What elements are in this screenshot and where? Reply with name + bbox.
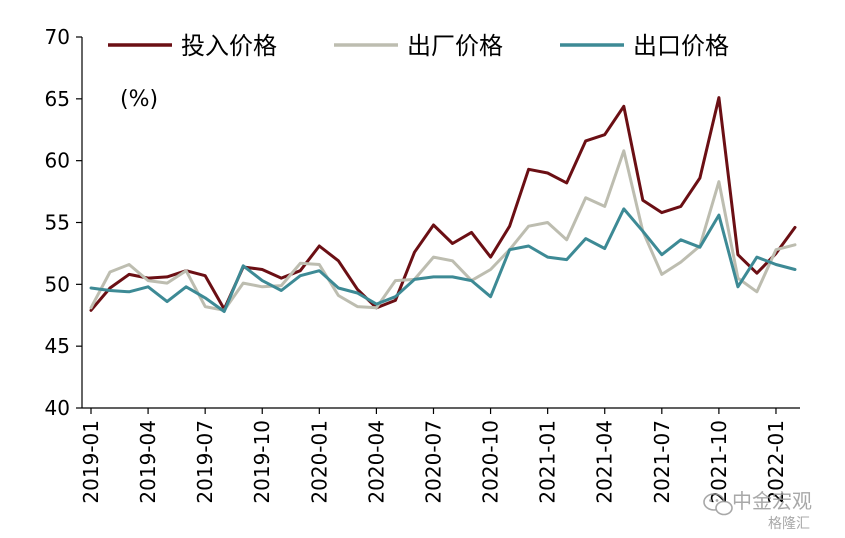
- x-ticks: 2019-01 2019-04 2019-07 2019-10 2020-01 2020-…: [79, 408, 788, 504]
- x-tick-label: 2020-07: [421, 420, 445, 504]
- x-tick-label: 2019-01: [79, 420, 103, 504]
- legend-label-3: 出口价格: [633, 32, 729, 60]
- legend-label-1: 投入价格: [181, 32, 277, 60]
- y-tick-label: 60: [45, 149, 70, 173]
- x-tick-label: 2020-10: [479, 420, 503, 504]
- y-tick-label: 40: [45, 396, 70, 420]
- series-line-2: [89, 149, 797, 312]
- x-tick-label: 2019-04: [136, 420, 160, 504]
- x-tick-label: 2021-07: [650, 420, 674, 504]
- unit-label: (%): [120, 87, 158, 112]
- legend-label-2: 出厂价格: [407, 32, 503, 60]
- y-tick-label: 65: [45, 87, 70, 111]
- x-tick-label: 2019-10: [250, 420, 274, 504]
- x-tick-label: 2021-01: [536, 420, 560, 504]
- x-tick-label: 2021-10: [707, 420, 731, 504]
- x-tick-label: 2020-04: [364, 420, 388, 504]
- legend: 投入价格 出厂价格 出口价格: [108, 32, 729, 60]
- watermark: 中金宏观 格隆汇: [703, 489, 812, 532]
- y-tick-label: 70: [45, 25, 70, 49]
- x-tick-label: 2021-04: [593, 420, 617, 504]
- watermark-text: 中金宏观: [732, 489, 812, 513]
- series-line-1: [89, 96, 797, 312]
- wechat-icon: [703, 493, 733, 516]
- watermark-sub-text: 格隆汇: [768, 516, 810, 532]
- y-tick-label: 45: [45, 334, 70, 358]
- x-tick-label: 2020-01: [307, 420, 331, 504]
- y-tick-label: 55: [45, 211, 70, 235]
- x-tick-label: 2022-01: [764, 420, 788, 504]
- y-tick-label: 50: [45, 272, 70, 296]
- x-tick-label: 2019-07: [193, 420, 217, 504]
- series-line-3: [89, 207, 797, 313]
- series-lines: [89, 96, 797, 313]
- y-ticks: 40 45 50 55 60 65 70: [45, 25, 82, 420]
